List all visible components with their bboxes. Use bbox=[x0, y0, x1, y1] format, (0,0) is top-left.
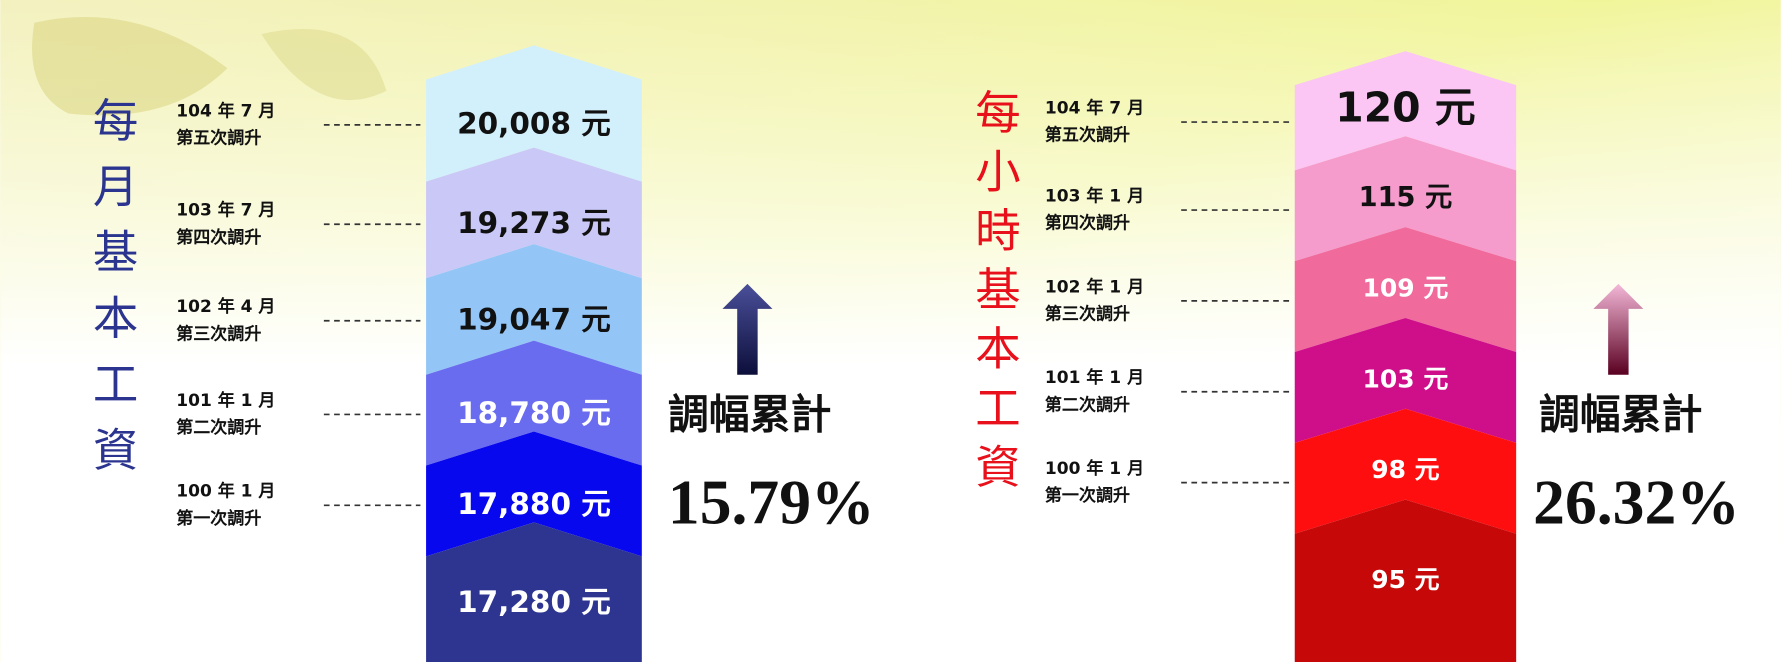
date-label: 100 年 1 月 bbox=[176, 481, 275, 502]
round-label: 第四次調升 bbox=[176, 227, 261, 248]
wage-value: 17,880 元 bbox=[457, 487, 611, 521]
wage-value: 120 元 bbox=[1335, 84, 1475, 132]
cumulative-label: 調幅累計 bbox=[668, 390, 831, 438]
wage-value: 19,273 元 bbox=[457, 206, 611, 240]
wage-value: 17,280 元 bbox=[457, 585, 611, 619]
date-label: 101 年 1 月 bbox=[1045, 367, 1144, 388]
wage-value: 103 元 bbox=[1363, 364, 1449, 393]
round-label: 第五次調升 bbox=[1045, 125, 1130, 146]
panel-title: 每小時基本工資 bbox=[968, 89, 1021, 502]
cumulative-value: 26.32% bbox=[1533, 466, 1740, 537]
round-label: 第一次調升 bbox=[176, 508, 261, 529]
round-label: 第四次調升 bbox=[1045, 213, 1130, 234]
wage-value: 109 元 bbox=[1363, 274, 1449, 303]
panel-title: 每月基本工資 bbox=[86, 97, 139, 492]
round-label: 第一次調升 bbox=[1045, 485, 1130, 506]
round-label: 第三次調升 bbox=[1045, 304, 1130, 325]
round-label: 第二次調升 bbox=[176, 417, 261, 438]
wage-value: 20,008 元 bbox=[457, 106, 611, 140]
wage-value: 98 元 bbox=[1371, 455, 1439, 484]
date-label: 103 年 1 月 bbox=[1045, 185, 1144, 206]
round-label: 第三次調升 bbox=[176, 323, 261, 344]
wage-value: 95 元 bbox=[1371, 565, 1439, 594]
date-label: 100 年 1 月 bbox=[1045, 458, 1144, 479]
date-label: 102 年 4 月 bbox=[176, 296, 275, 317]
cumulative-value: 15.79% bbox=[668, 466, 875, 537]
cumulative-label: 調幅累計 bbox=[1539, 390, 1702, 438]
date-label: 101 年 1 月 bbox=[176, 390, 275, 411]
wage-value: 18,780 元 bbox=[457, 396, 611, 430]
page: 每月基本工資20,008 元104 年 7 月第五次調升19,273 元103 … bbox=[0, 0, 1781, 662]
infographic: 每月基本工資20,008 元104 年 7 月第五次調升19,273 元103 … bbox=[0, 0, 1781, 662]
date-label: 104 年 7 月 bbox=[1045, 97, 1144, 118]
date-label: 102 年 1 月 bbox=[1045, 276, 1144, 297]
round-label: 第二次調升 bbox=[1045, 394, 1130, 415]
wage-value: 19,047 元 bbox=[457, 302, 611, 336]
wage-value: 115 元 bbox=[1359, 182, 1453, 213]
date-label: 103 年 7 月 bbox=[176, 200, 275, 221]
round-label: 第五次調升 bbox=[176, 128, 261, 149]
date-label: 104 年 7 月 bbox=[176, 100, 275, 121]
